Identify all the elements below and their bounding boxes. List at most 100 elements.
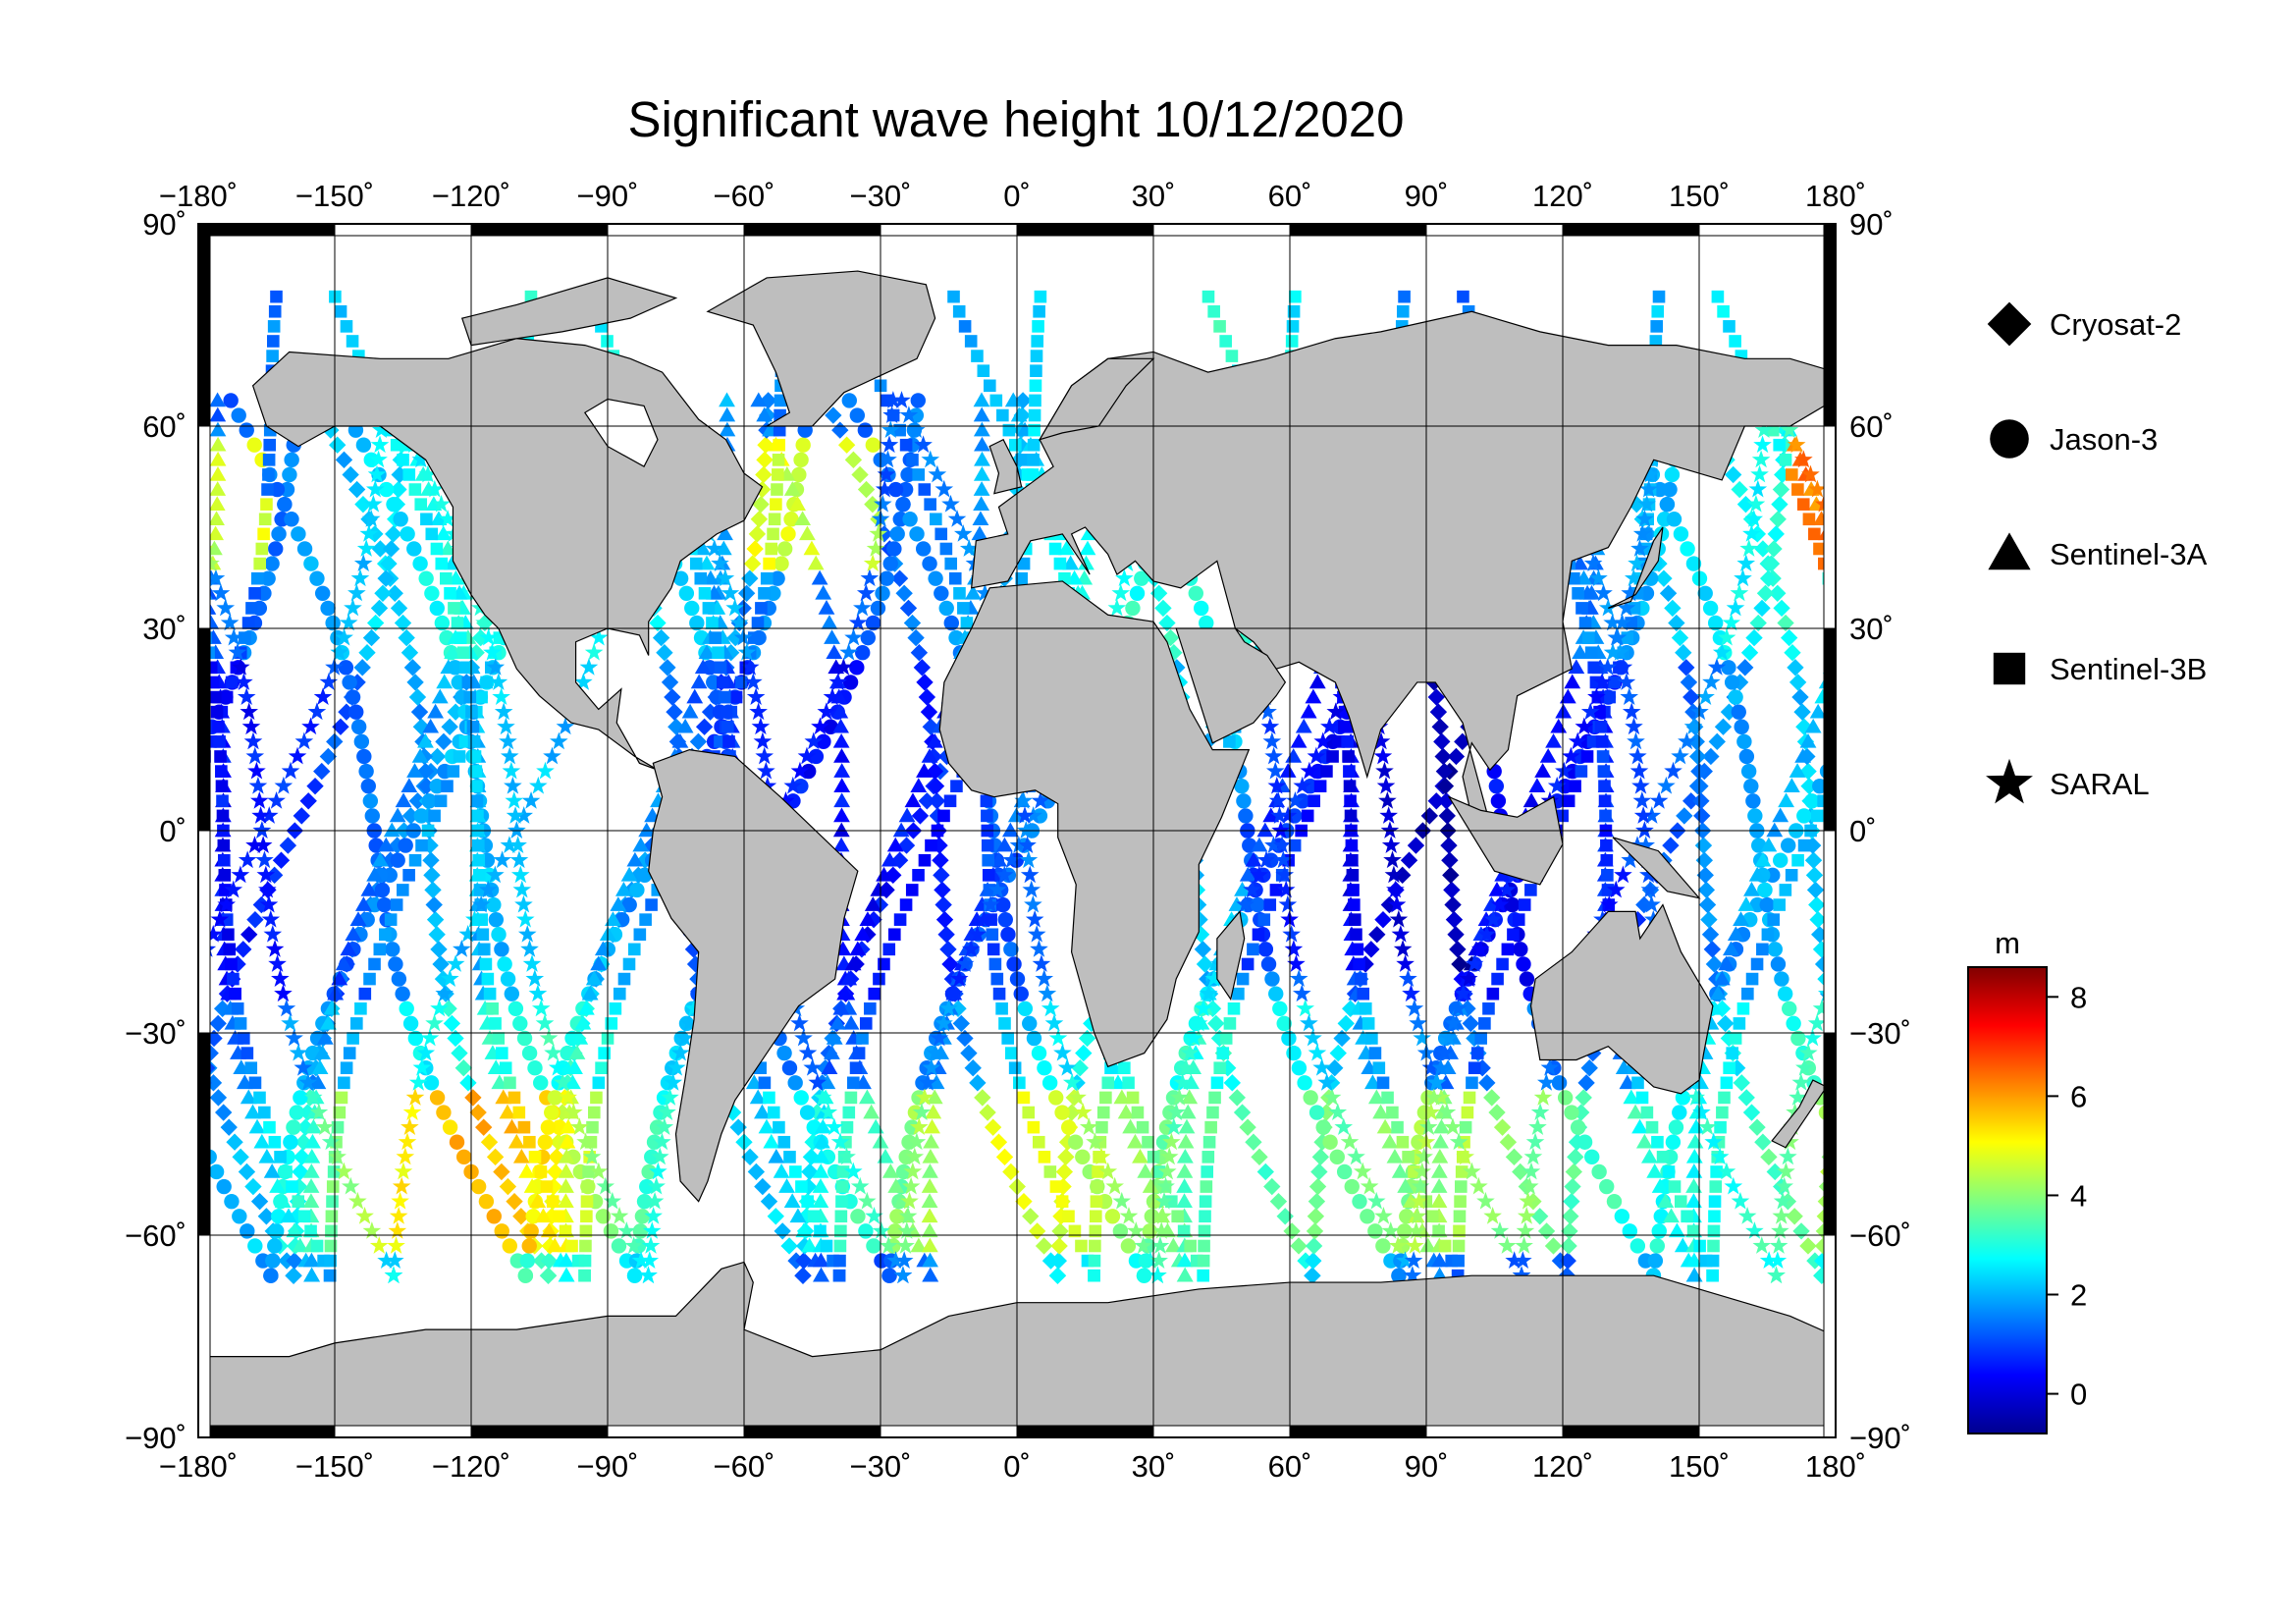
track-point: [744, 673, 763, 690]
track-point: [248, 1118, 266, 1134]
track-point: [1569, 780, 1581, 792]
track-point: [547, 1090, 563, 1106]
track-point: [944, 984, 964, 1002]
track-point: [987, 943, 1000, 956]
track-point: [768, 513, 781, 526]
track-point: [988, 957, 1002, 971]
track-point: [814, 1118, 831, 1134]
track-point: [1037, 1060, 1052, 1076]
track-point: [1594, 720, 1608, 733]
track-point: [271, 526, 287, 542]
track-point: [1483, 1206, 1502, 1224]
track-point: [1685, 1178, 1702, 1193]
track-point: [1452, 1254, 1465, 1268]
track-point: [1305, 1252, 1322, 1270]
track-point: [1621, 583, 1640, 602]
track-point: [768, 1148, 785, 1163]
track-point: [1425, 1210, 1439, 1223]
track-point: [231, 1001, 244, 1015]
track-point: [1151, 1221, 1171, 1239]
track-point: [758, 586, 771, 600]
track-point: [921, 1222, 938, 1238]
track-point: [478, 880, 498, 898]
track-point: [1539, 748, 1557, 763]
track-point: [1427, 1073, 1447, 1091]
track-point: [1789, 763, 1806, 778]
track-point: [553, 1073, 572, 1091]
track-point: [408, 483, 422, 496]
track-point: [1780, 420, 1799, 439]
track-point: [1388, 1236, 1408, 1254]
track-point: [1162, 1132, 1181, 1151]
track-point: [1120, 1238, 1137, 1254]
track-point: [832, 1269, 846, 1282]
track-point: [1452, 1239, 1466, 1253]
track-point: [638, 822, 656, 838]
track-point: [833, 792, 851, 808]
track-point: [1424, 1088, 1444, 1106]
track-point: [214, 1104, 233, 1121]
track-point: [800, 763, 817, 780]
track-point: [1027, 438, 1041, 452]
track-point: [1396, 1251, 1415, 1270]
track-point: [664, 1073, 683, 1091]
track-point: [743, 555, 762, 572]
track-point: [525, 969, 545, 987]
track-point: [1692, 1074, 1709, 1090]
track-point: [399, 1001, 414, 1016]
track-point: [1519, 971, 1535, 987]
track-point: [918, 853, 932, 867]
frame-segment-bottom: [607, 1425, 745, 1438]
track-point: [1629, 761, 1649, 780]
track-point: [632, 1223, 649, 1239]
track-point: [972, 511, 989, 526]
track-point: [1429, 703, 1448, 721]
track-point: [1347, 884, 1360, 896]
track-point: [882, 406, 901, 423]
track-point: [617, 972, 631, 986]
track-point: [977, 364, 990, 377]
track-point: [1127, 1133, 1144, 1149]
track-point: [345, 926, 362, 942]
track-point: [1787, 435, 1806, 454]
track-point: [741, 1148, 759, 1166]
track-point: [808, 1073, 828, 1091]
legend-item-saral: SARAL: [1986, 758, 2150, 804]
track-point: [277, 496, 293, 513]
track-point: [1730, 583, 1749, 602]
track-point: [859, 1089, 876, 1105]
track-point: [1772, 807, 1789, 823]
track-point: [240, 1223, 255, 1239]
track-point: [1779, 884, 1792, 896]
track-point: [454, 631, 467, 644]
track-point: [274, 776, 294, 794]
track-point: [1301, 809, 1314, 823]
track-point: [947, 290, 960, 303]
track-point: [339, 613, 358, 631]
track-point: [539, 1267, 558, 1284]
track-point: [1050, 1237, 1068, 1255]
track-point: [263, 924, 283, 943]
track-point: [881, 851, 898, 867]
track-point: [1595, 735, 1609, 748]
track-point: [394, 1162, 413, 1180]
track-point: [517, 924, 537, 943]
track-point: [903, 614, 922, 632]
track-point: [795, 437, 811, 453]
track-point: [996, 837, 1013, 852]
track-point: [626, 851, 644, 867]
track-point: [1754, 851, 1772, 867]
track-point: [1268, 790, 1288, 809]
track-point: [368, 957, 381, 971]
track-point: [1148, 1266, 1167, 1284]
track-point: [1514, 1251, 1532, 1270]
track-point: [1796, 808, 1812, 824]
track-point: [1196, 955, 1214, 973]
track-point: [440, 969, 459, 987]
track-point: [507, 1133, 525, 1149]
track-point: [302, 1178, 320, 1193]
track-point: [1357, 955, 1374, 973]
legend-marker-triangle-icon: [1988, 532, 2031, 570]
track-point: [1362, 941, 1380, 958]
track-point: [1531, 1208, 1549, 1225]
